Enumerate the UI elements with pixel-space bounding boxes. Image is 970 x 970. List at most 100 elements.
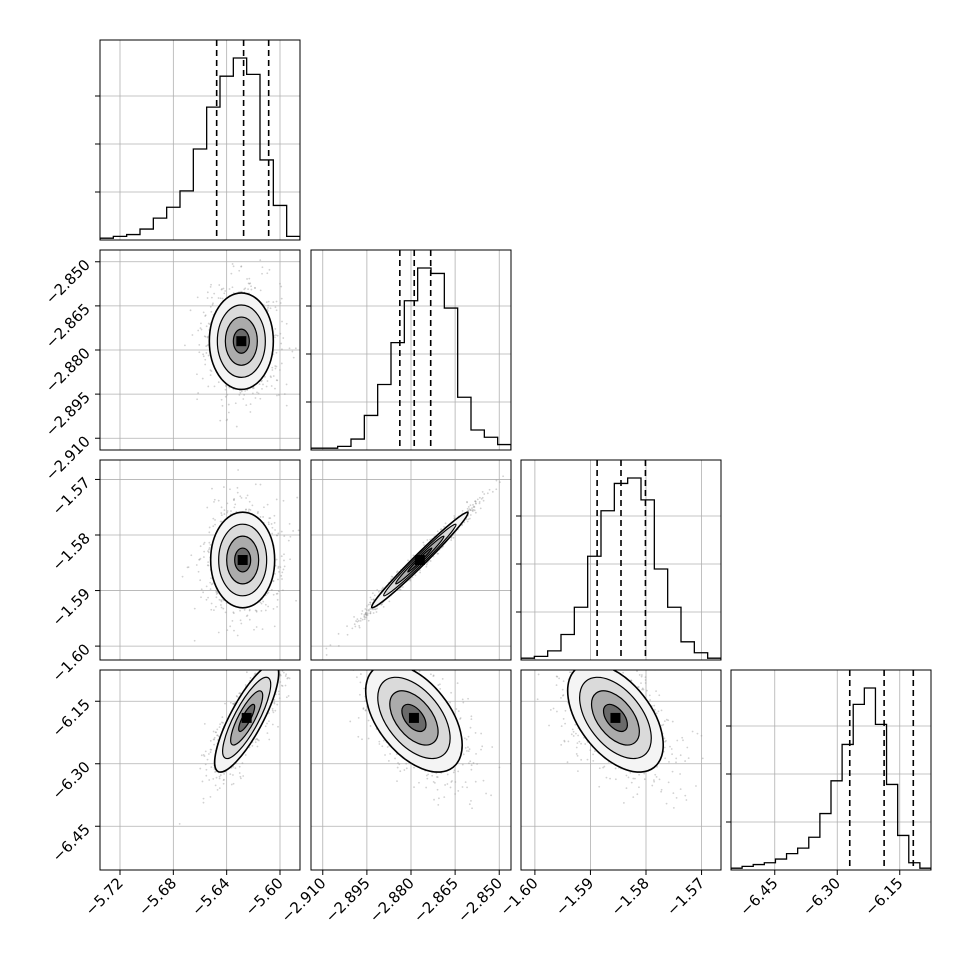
scatter-point [616, 665, 618, 667]
scatter-point [285, 673, 288, 676]
scatter-point [579, 652, 581, 654]
scatter-point [369, 725, 372, 727]
scatter-point [229, 773, 232, 775]
scatter-point [367, 603, 370, 606]
scatter-point [249, 676, 252, 679]
scatter-point [220, 606, 223, 609]
scatter-point [203, 755, 206, 757]
scatter-point [413, 766, 415, 769]
scatter-point [411, 576, 414, 579]
scatter-point [231, 702, 234, 705]
scatter-point [348, 653, 350, 655]
scatter-point [229, 488, 231, 491]
scatter-point [353, 639, 355, 641]
scatter-point [292, 356, 295, 359]
scatter-point [474, 502, 477, 505]
panel-body [183, 259, 297, 428]
scatter-point [279, 566, 282, 569]
scatter-point [232, 774, 234, 776]
scatter-point [207, 385, 210, 388]
scatter-point [365, 614, 368, 617]
scatter-point [571, 728, 574, 731]
scatter-point [209, 369, 212, 372]
scatter-point [226, 393, 229, 396]
scatter-point [255, 737, 258, 740]
scatter-point [207, 354, 210, 357]
scatter-point [243, 608, 246, 611]
scatter-point [592, 753, 594, 756]
scatter-point [284, 675, 287, 677]
scatter-point [454, 781, 457, 783]
scatter-point [362, 708, 365, 710]
scatter-point [283, 652, 285, 654]
scatter-point [274, 652, 276, 654]
scatter-point [491, 490, 494, 493]
scatter-point [272, 607, 275, 610]
scatter-point [271, 526, 274, 529]
scatter-point [214, 523, 216, 526]
scatter-point [371, 592, 374, 595]
scatter-point [220, 600, 223, 603]
scatter-point [249, 403, 252, 406]
scatter-point [264, 668, 266, 670]
scatter-point [211, 303, 214, 306]
scatter-point [364, 612, 367, 615]
scatter-point [204, 750, 207, 753]
scatter-point [351, 627, 354, 630]
scatter-point [279, 332, 282, 335]
scatter-point [238, 692, 241, 695]
scatter-point [198, 343, 201, 346]
scatter-point [283, 559, 285, 562]
scatter-point [465, 738, 468, 741]
scatter-point [453, 769, 456, 772]
panel-frame [99, 459, 301, 661]
scatter-point [562, 694, 564, 697]
scatter-point [479, 507, 482, 510]
scatter-point [200, 322, 202, 325]
scatter-point [361, 738, 363, 741]
scatter-point [234, 402, 237, 405]
scatter-point [360, 612, 363, 615]
scatter-point [274, 709, 277, 712]
scatter-point [234, 767, 237, 770]
scatter-point [248, 500, 251, 503]
scatter-point [209, 543, 212, 546]
scatter-point [394, 757, 396, 760]
scatter-point [405, 654, 407, 656]
scatter-point [239, 775, 242, 778]
scatter-point [210, 748, 213, 751]
scatter-point [254, 483, 257, 486]
scatter-point [284, 641, 286, 643]
pair-panel-2-0 [99, 459, 301, 661]
scatter-point [232, 782, 235, 785]
scatter-point [470, 718, 473, 720]
panel-body [178, 641, 291, 825]
scatter-point [207, 551, 210, 554]
scatter-point [359, 617, 362, 620]
scatter-point [206, 758, 209, 761]
scatter-point [219, 723, 222, 726]
scatter-point [210, 766, 213, 769]
scatter-point [287, 695, 290, 697]
scatter-point [261, 379, 263, 382]
scatter-point [664, 740, 666, 743]
scatter-point [429, 673, 432, 676]
scatter-point [469, 509, 472, 511]
scatter-point [560, 696, 562, 699]
scatter-point [208, 548, 210, 551]
scatter-point [429, 538, 432, 541]
scatter-point [250, 288, 253, 291]
scatter-point [397, 662, 399, 664]
scatter-point [625, 656, 627, 658]
scatter-point [675, 796, 678, 799]
scatter-point [213, 500, 215, 503]
scatter-point [481, 496, 484, 499]
scatter-point [365, 613, 368, 616]
scatter-point [199, 579, 202, 582]
scatter-point [249, 411, 252, 413]
scatter-point [226, 510, 229, 512]
scatter-point [215, 776, 218, 779]
scatter-point [271, 661, 273, 663]
scatter-point [235, 695, 238, 697]
scatter-point [202, 591, 205, 594]
